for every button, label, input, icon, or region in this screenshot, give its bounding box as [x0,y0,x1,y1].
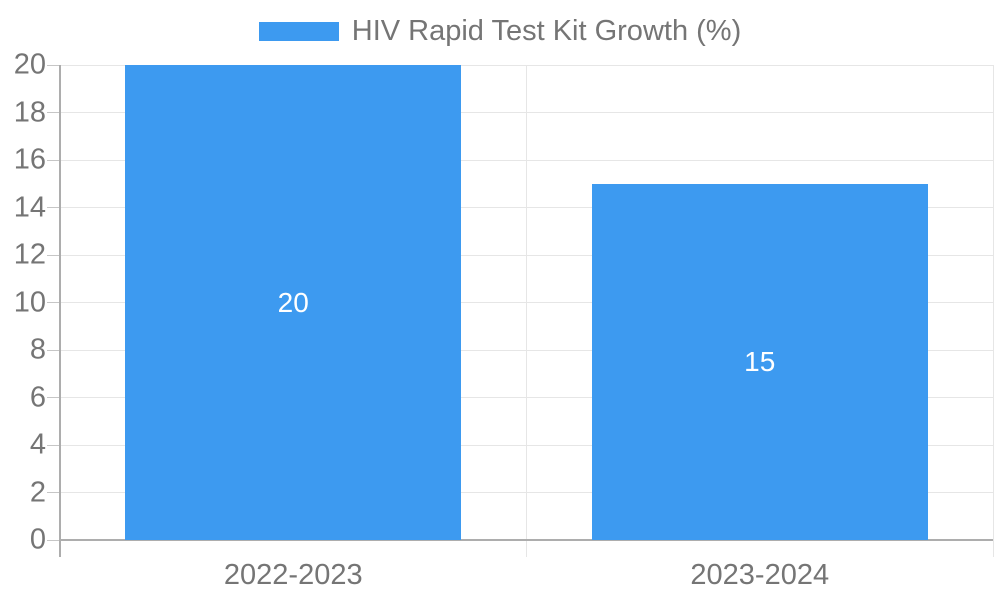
bar [125,65,462,540]
y-axis-tick [47,302,60,303]
grid-line-x [526,65,527,540]
y-axis-tick [47,539,60,541]
x-tick-label: 2022-2023 [223,559,363,591]
grid-line-x [992,65,994,540]
y-tick-label: 10 [13,286,46,318]
legend-label: HIV Rapid Test Kit Growth (%) [351,15,742,47]
y-tick-label: 14 [13,191,46,223]
y-axis-tick [47,159,60,161]
x-axis-line [60,539,993,541]
y-axis-tick [47,207,60,208]
bar [591,183,928,540]
y-axis-tick [47,254,60,256]
y-tick-label: 4 [29,428,46,461]
x-axis-tick [992,540,994,557]
y-tick-label: 16 [13,143,46,176]
y-axis-tick [47,492,60,493]
y-axis-tick [47,444,60,446]
x-tick-label: 2023-2024 [690,559,830,591]
y-axis-line [59,65,61,557]
y-tick-label: 8 [29,333,46,366]
y-tick-label: 18 [13,96,46,128]
y-axis-tick [47,64,60,66]
y-tick-label: 12 [13,238,46,271]
y-axis-tick [47,112,60,113]
y-tick-label: 2 [29,476,46,508]
y-tick-label: 0 [29,523,46,556]
x-axis-tick [526,540,527,557]
legend-swatch [258,22,339,42]
y-tick-label: 20 [13,48,46,81]
bar-value-label: 20 [277,286,309,318]
chart-legend[interactable]: HIV Rapid Test Kit Growth (%) [0,15,1000,48]
y-axis-tick [47,397,60,398]
y-tick-label: 6 [29,381,46,413]
bar-value-label: 15 [744,345,776,377]
y-axis-tick [47,349,60,351]
